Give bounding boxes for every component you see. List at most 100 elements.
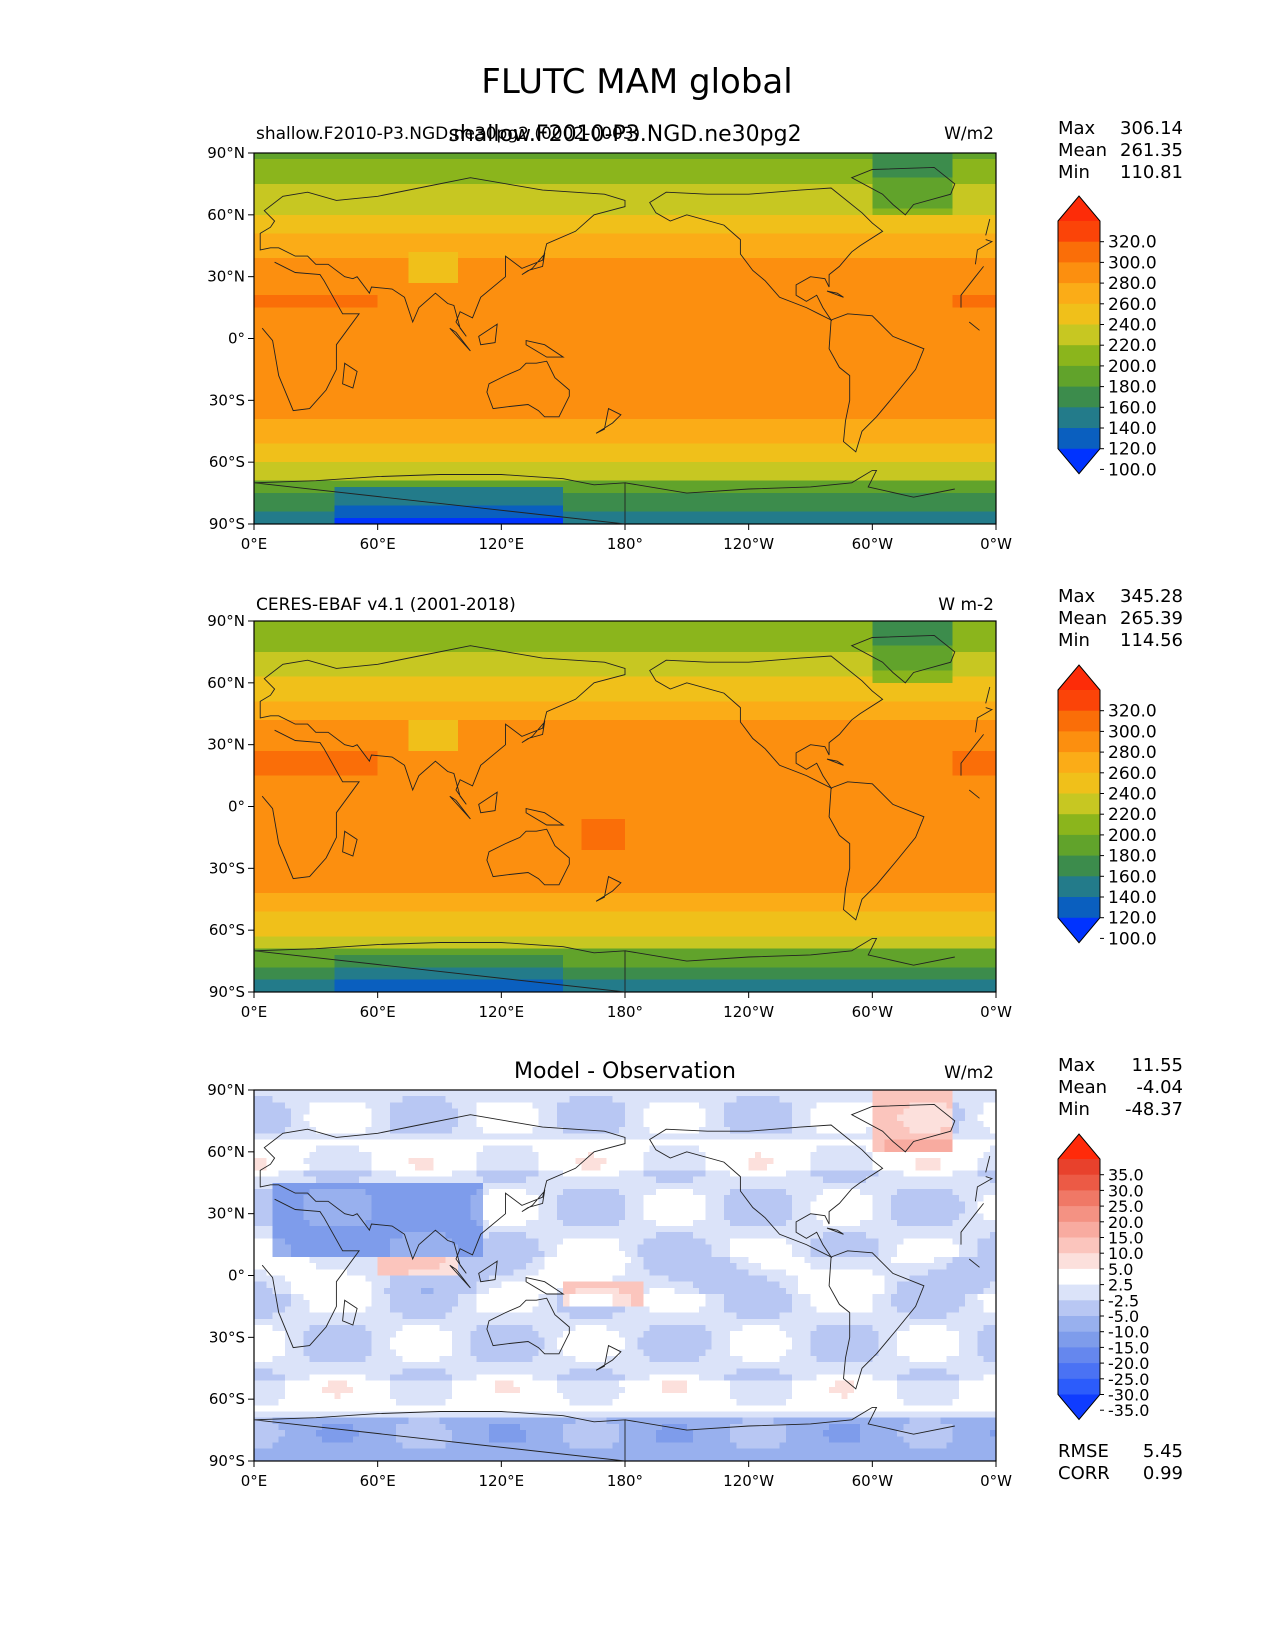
units-ref: W m-2 (938, 595, 994, 615)
stats-diff: Max 11.55 Mean -4.04 Min -48.37 (1058, 1055, 1183, 1120)
colorbar-block (1058, 794, 1100, 815)
colorbar-tick-label: 260.0 (1108, 295, 1157, 315)
colorbar-tick-label: 240.0 (1108, 316, 1157, 336)
colorbar-block (1058, 1347, 1100, 1363)
colorbar-block (1058, 1379, 1100, 1395)
colorbar-block (1058, 752, 1100, 773)
colorbar-block (1058, 1206, 1100, 1222)
lon-tick-label: 60°W (852, 1472, 894, 1490)
lon-tick-label: 60°W (852, 535, 894, 553)
stat-value-mean: 261.35 (1120, 140, 1183, 161)
lat-tick-label: 30°N (207, 736, 245, 754)
lon-tick-label: 60°W (852, 1003, 894, 1021)
colorbar-tick-label: 140.0 (1108, 888, 1157, 908)
colorbar-block (1058, 773, 1100, 794)
colorbar-tick-label: 160.0 (1108, 867, 1157, 887)
lon-tick-label: 120°E (479, 1472, 525, 1490)
units-test: W/m2 (944, 124, 994, 144)
colorbar-tick-label: 300.0 (1108, 722, 1157, 742)
panel-diff: 90°N60°N30°N0°30°S60°S90°S0°E 60°E 120°E 18… (207, 1055, 1183, 1490)
colorbar-block (1058, 283, 1100, 304)
colorbar-tick-label: 180.0 (1108, 847, 1157, 867)
colorbar-diff: 35.030.025.020.015.010.05.02.5-2.5-5.0-1… (1058, 1134, 1149, 1420)
lon-tick-label: 180° (607, 1003, 643, 1021)
colorbar-tick-label: 120.0 (1108, 909, 1157, 929)
corr-label: CORR (1058, 1463, 1110, 1484)
stat-label-max: Max (1058, 586, 1096, 607)
lon-tick-label: 120°E (479, 1003, 525, 1021)
colorbar-tick-label: 140.0 (1108, 419, 1157, 439)
rmse-label: RMSE (1058, 1441, 1109, 1462)
colorbar-block (1058, 304, 1100, 325)
colorbar-block (1058, 814, 1100, 835)
colorbar-block (1058, 690, 1100, 711)
colorbar-block (1058, 428, 1100, 449)
colorbar-tick-label: 100.0 (1108, 929, 1157, 949)
stat-value-max: 345.28 (1120, 586, 1183, 607)
colorbar-block (1058, 1238, 1100, 1254)
panel-test: 90°N60°N30°N0°30°S60°S90°S0°E 60°E 120°E 18… (207, 118, 1183, 553)
lat-tick-label: 60°N (207, 674, 245, 692)
colorbar-tick-label: 180.0 (1108, 378, 1157, 398)
metrics-diff: RMSE 5.45 CORR 0.99 (1058, 1441, 1183, 1484)
field-ref (254, 621, 997, 993)
lat-tick-label: 60°S (209, 921, 245, 939)
lat-tick-label: 60°S (209, 1390, 245, 1408)
lat-tick-label: 90°N (207, 1081, 245, 1099)
lat-tick-label: 90°S (209, 983, 245, 1001)
stats-ref: Max 345.28 Mean 265.39 Min 114.56 (1058, 586, 1183, 651)
lon-tick-label: 180° (607, 535, 643, 553)
colorbar-tick-label: 300.0 (1108, 253, 1157, 273)
lat-tick-label: 0° (228, 1267, 245, 1285)
lon-tick-label: 120°W (723, 1472, 774, 1490)
colorbar-extend-max (1058, 665, 1100, 690)
lat-tick-label: 30°S (209, 859, 245, 877)
stat-label-mean: Mean (1058, 1077, 1107, 1098)
colorbar-block (1058, 1253, 1100, 1269)
lon-tick-label: 60°E (360, 1472, 396, 1490)
lat-tick-label: 60°N (207, 1143, 245, 1161)
colorbar-tick-label: 220.0 (1108, 805, 1157, 825)
lon-tick-label: 0°W (980, 1472, 1012, 1490)
lat-tick-label: 30°N (207, 1205, 245, 1223)
colorbar-block (1058, 1175, 1100, 1191)
lon-tick-label: 120°W (723, 1003, 774, 1021)
stat-value-mean: 265.39 (1120, 608, 1183, 629)
colorbar-tick-label: 320.0 (1108, 233, 1157, 253)
stat-label-mean: Mean (1058, 608, 1107, 629)
lat-tick-label: 60°N (207, 206, 245, 224)
colorbar-tick-label: 280.0 (1108, 274, 1157, 294)
stat-value-min: -48.37 (1125, 1099, 1183, 1120)
stat-value-min: 114.56 (1120, 630, 1183, 651)
lon-tick-label: 60°E (360, 1003, 396, 1021)
colorbar-block (1058, 1222, 1100, 1238)
colorbar-block (1058, 876, 1100, 897)
colorbar-block (1058, 731, 1100, 752)
stat-label-min: Min (1058, 1099, 1090, 1120)
colorbar-extend-min (1058, 918, 1100, 943)
lat-tick-label: 90°N (207, 612, 245, 630)
colorbar-block (1058, 325, 1100, 346)
colorbar-tick-label: 100.0 (1108, 460, 1157, 480)
colorbar-block (1058, 242, 1100, 263)
colorbar-tick-label: 220.0 (1108, 336, 1157, 356)
lat-tick-label: 30°S (209, 391, 245, 409)
lat-tick-label: 30°S (209, 1328, 245, 1346)
lat-tick-label: 60°S (209, 453, 245, 471)
stat-label-mean: Mean (1058, 140, 1107, 161)
stat-value-min: 110.81 (1120, 162, 1183, 183)
units-diff: W/m2 (944, 1063, 994, 1083)
lon-tick-label: 180° (607, 1472, 643, 1490)
stat-value-mean: -4.04 (1136, 1077, 1183, 1098)
colorbar-block (1058, 1363, 1100, 1379)
colorbar-block (1058, 221, 1100, 242)
colorbar-tick-label: -35.0 (1108, 1401, 1149, 1420)
colorbar-extend-max (1058, 1134, 1100, 1159)
field-diff (254, 1090, 997, 1462)
colorbar-block (1058, 1285, 1100, 1301)
map-ref: 90°N60°N30°N0°30°S60°S90°S0°E 60°E 120°E 18… (207, 612, 1012, 1021)
stat-label-min: Min (1058, 162, 1090, 183)
stat-label-max: Max (1058, 118, 1096, 139)
stat-value-max: 306.14 (1120, 118, 1183, 139)
